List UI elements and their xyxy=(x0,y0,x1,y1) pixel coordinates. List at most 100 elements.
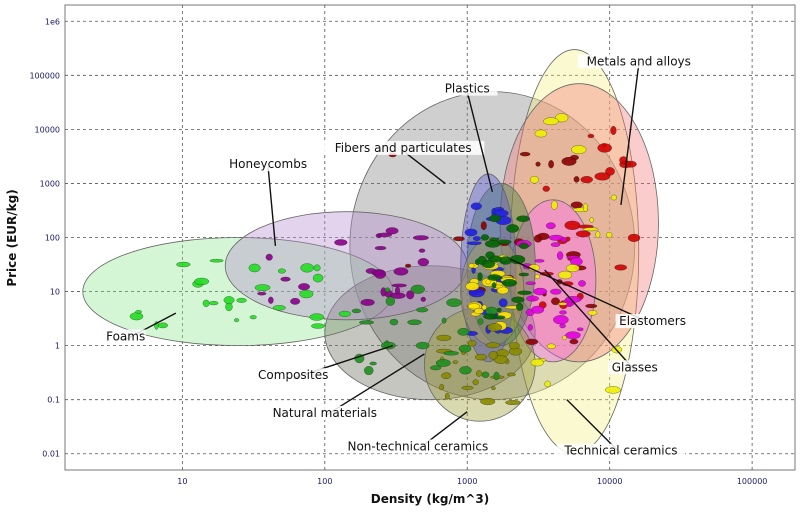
material-bubble xyxy=(497,239,512,245)
material-bubble xyxy=(475,370,483,377)
material-bubble xyxy=(508,342,520,350)
material-bubble xyxy=(369,361,377,366)
material-bubble xyxy=(614,264,627,271)
material-bubble xyxy=(565,264,580,273)
material-bubble xyxy=(550,242,561,247)
callout-background xyxy=(340,439,496,454)
material-bubble xyxy=(413,235,429,241)
material-bubble xyxy=(516,215,530,222)
material-bubble xyxy=(587,133,595,139)
material-bubble xyxy=(526,295,539,302)
material-bubble xyxy=(391,283,407,288)
material-bubble xyxy=(311,323,325,329)
material-bubble xyxy=(393,267,409,276)
y-tick-label: 0.01 xyxy=(42,450,60,459)
material-bubble xyxy=(533,287,548,296)
material-bubble xyxy=(530,175,539,184)
material-bubble xyxy=(580,176,593,184)
material-bubble xyxy=(359,320,374,325)
material-bubble xyxy=(380,341,396,350)
material-bubble xyxy=(562,335,567,341)
material-bubble xyxy=(531,305,545,314)
material-bubble xyxy=(465,282,480,291)
material-bubble xyxy=(493,355,508,364)
material-bubble xyxy=(493,371,500,381)
material-bubble xyxy=(436,334,452,341)
material-bubble xyxy=(257,291,267,296)
material-bubble xyxy=(384,287,391,293)
x-tick-label: 10000 xyxy=(597,477,622,486)
y-tick-label: 100 xyxy=(45,234,60,243)
family-label: Elastomers xyxy=(619,314,686,328)
callout-leader xyxy=(466,91,494,192)
material-bubble xyxy=(360,298,375,306)
material-bubble xyxy=(458,344,472,353)
material-bubble xyxy=(493,315,506,320)
material-bubble xyxy=(472,379,479,386)
material-bubble xyxy=(464,228,478,237)
material-bubble xyxy=(587,310,598,316)
material-bubble xyxy=(445,392,450,400)
material-bubble xyxy=(298,283,310,291)
material-bubble xyxy=(547,343,556,349)
material-bubble xyxy=(389,318,399,326)
material-bubble xyxy=(249,315,257,320)
material-bubble xyxy=(300,263,314,273)
material-bubble xyxy=(542,185,550,192)
material-bubble xyxy=(441,372,452,379)
callout-leader xyxy=(620,64,640,206)
material-bubble xyxy=(505,400,521,405)
x-tick-label: 100 xyxy=(317,477,332,486)
material-bubble xyxy=(481,304,487,311)
material-bubble xyxy=(485,342,501,349)
family-label: Foams xyxy=(106,329,145,343)
material-bubble xyxy=(491,386,496,391)
material-bubble xyxy=(535,161,541,167)
material-bubble xyxy=(461,385,474,390)
y-tick-label: 0.1 xyxy=(47,396,60,405)
material-bubble xyxy=(480,221,487,231)
material-bubble xyxy=(583,203,588,213)
family-label: Non-technical ceramics xyxy=(347,439,488,453)
material-bubble xyxy=(313,264,321,272)
material-bubble xyxy=(496,307,502,313)
material-bubble xyxy=(435,359,451,367)
material-bubble xyxy=(223,296,235,305)
material-bubble xyxy=(559,323,566,329)
material-bubble xyxy=(606,232,613,238)
material-bubble xyxy=(280,276,291,282)
y-tick-label: 100000 xyxy=(29,71,60,80)
material-bubble xyxy=(556,251,564,260)
family-label: Composites xyxy=(258,368,328,382)
material-bubble xyxy=(536,232,550,240)
y-tick-label: 1 xyxy=(55,342,60,351)
material-bubble xyxy=(468,263,475,269)
material-bubble xyxy=(374,246,387,251)
material-bubble xyxy=(534,273,541,280)
material-bubble xyxy=(377,232,393,238)
material-bubble xyxy=(565,331,581,340)
material-bubble xyxy=(553,315,569,325)
material-bubble xyxy=(365,268,377,274)
material-bubble xyxy=(569,338,579,345)
material-bubble xyxy=(351,308,361,314)
material-bubble xyxy=(338,310,351,317)
material-bubble xyxy=(481,371,490,378)
y-axis-title: Price (EUR/kg) xyxy=(5,189,19,286)
callout-background xyxy=(231,157,306,172)
material-bubble xyxy=(570,201,583,209)
material-bubble xyxy=(418,248,426,253)
callout-background xyxy=(321,140,485,155)
material-bubble xyxy=(481,259,496,269)
material-bubble xyxy=(597,143,612,153)
material-bubble xyxy=(525,281,536,285)
material-bubble xyxy=(420,296,426,302)
material-bubble xyxy=(234,318,240,323)
callout-background xyxy=(615,314,690,329)
material-bubble xyxy=(585,303,598,309)
y-tick-label: 10000 xyxy=(35,125,60,134)
material-bubble xyxy=(534,129,548,138)
material-bubble xyxy=(477,272,483,282)
callout-leader xyxy=(402,150,446,184)
